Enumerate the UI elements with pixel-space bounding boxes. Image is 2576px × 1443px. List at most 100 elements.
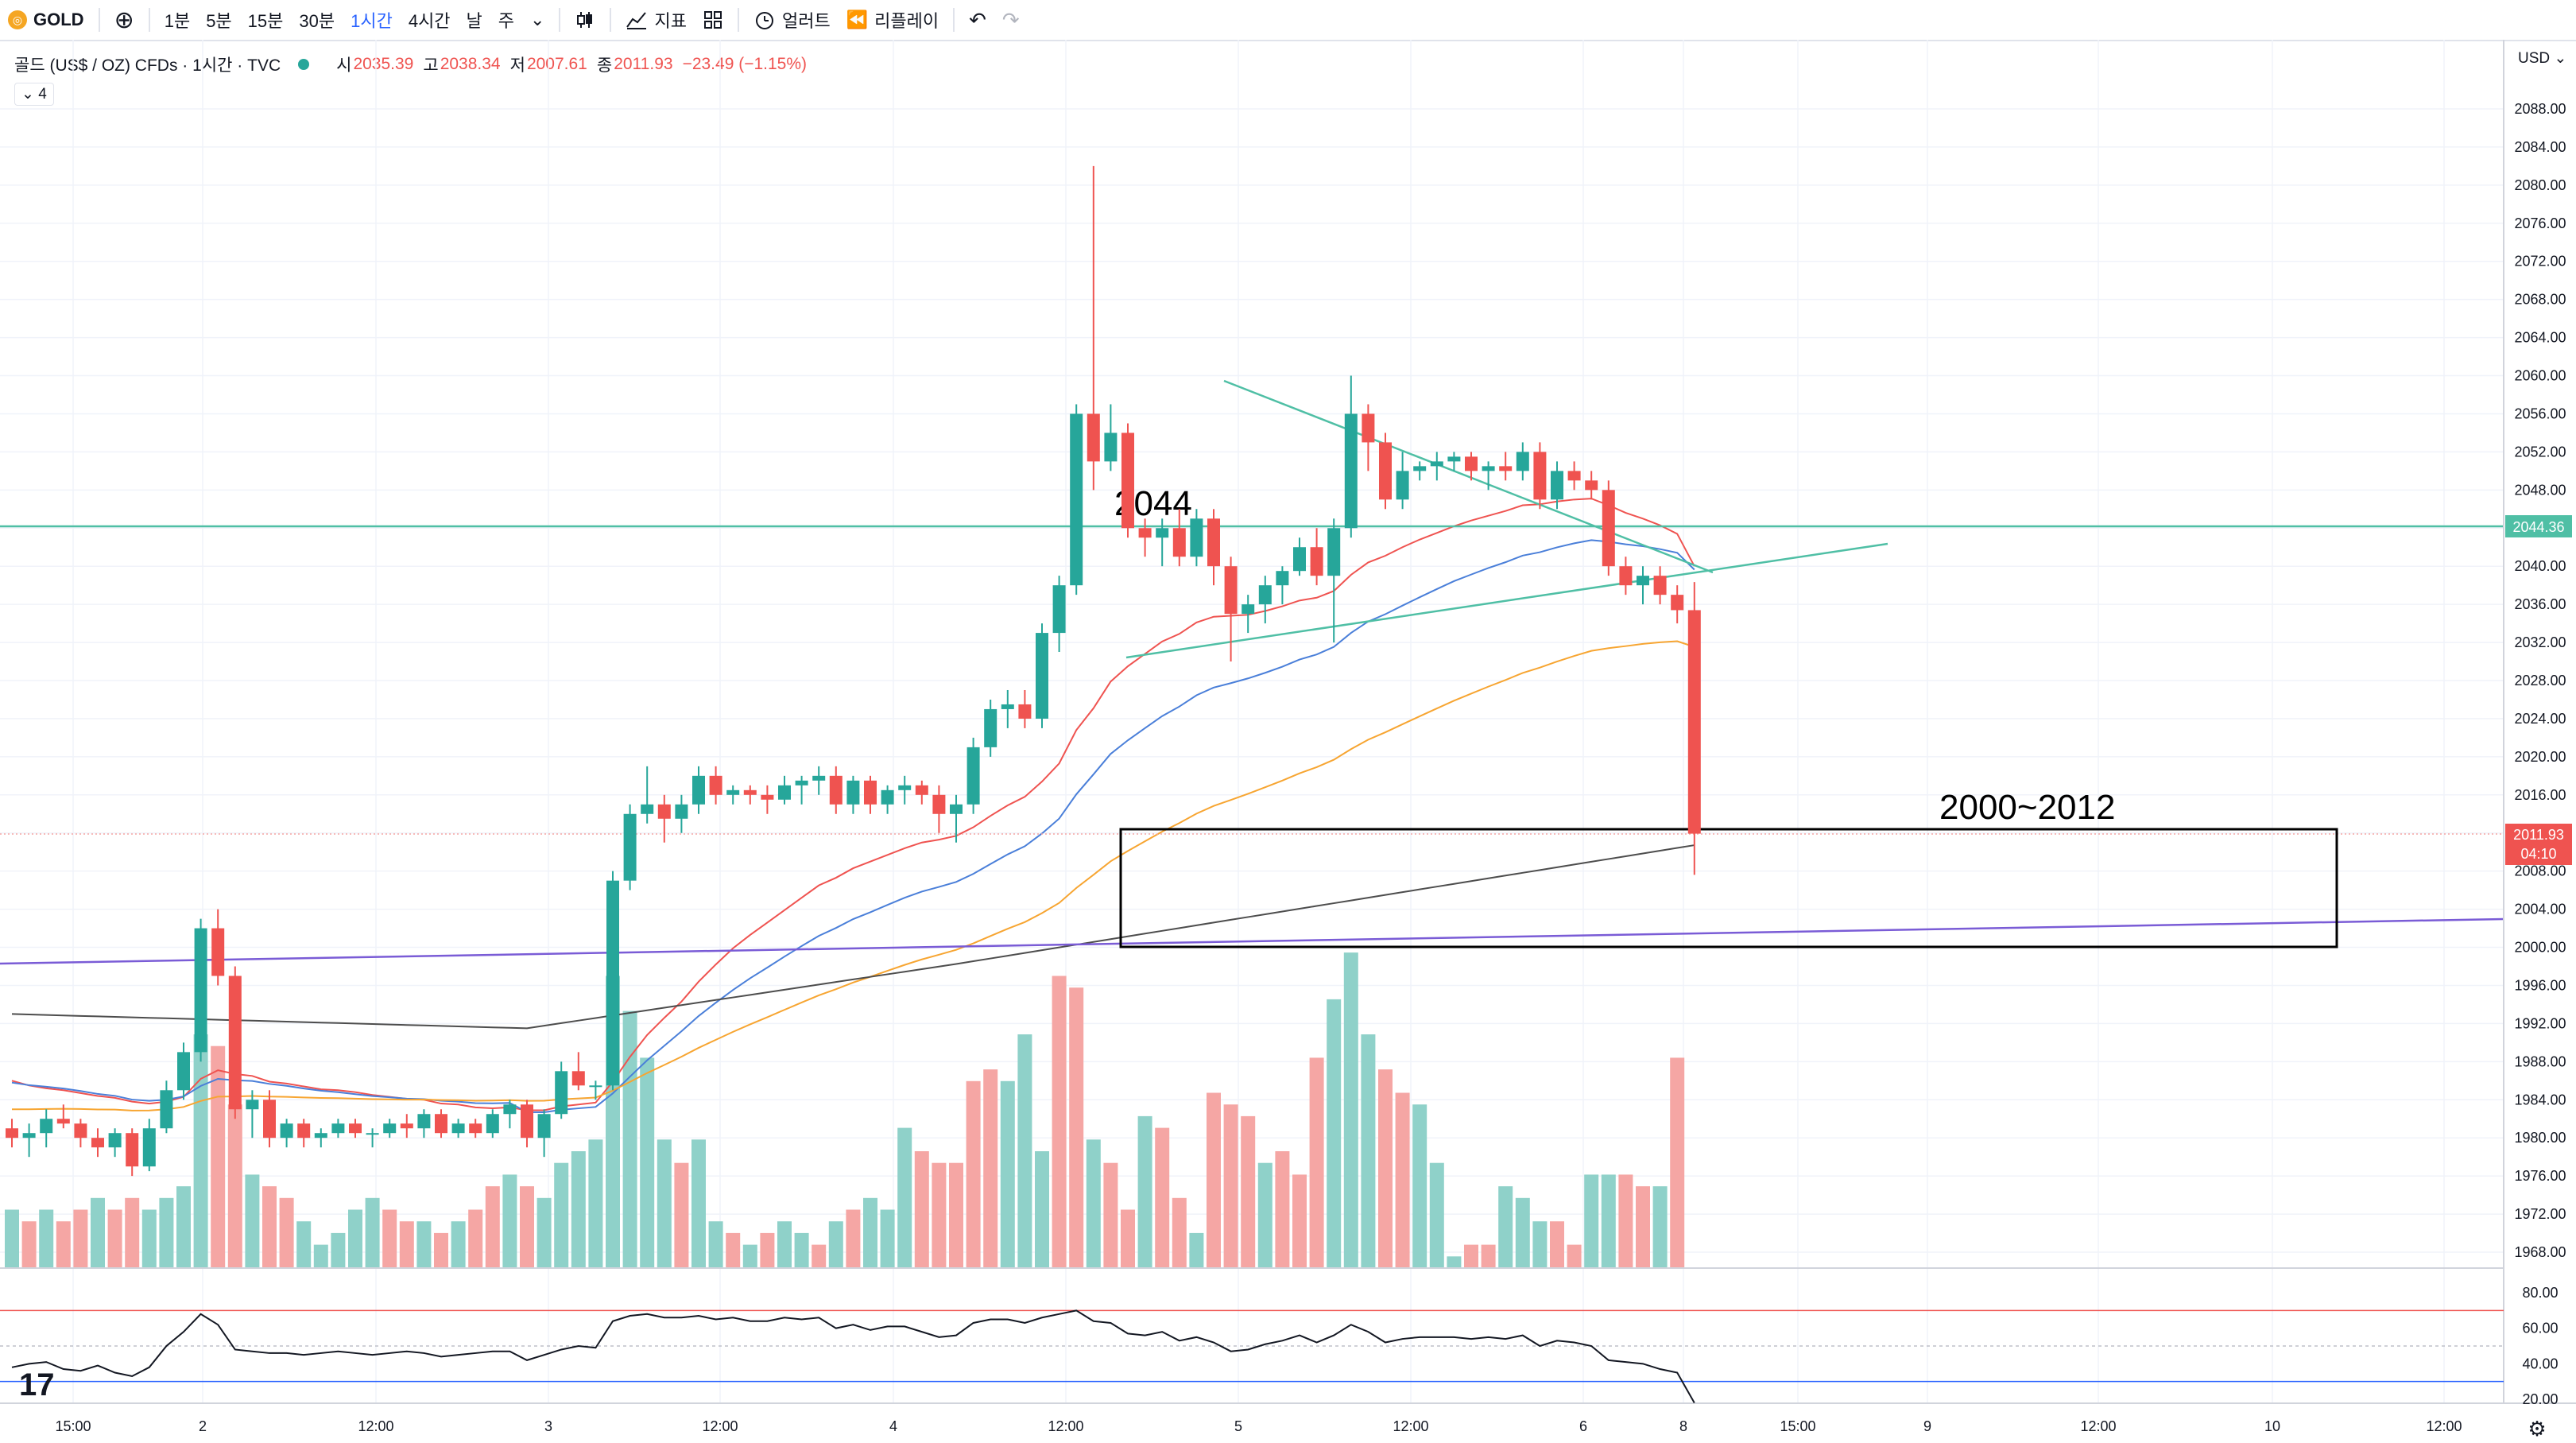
volume-bar (296, 1221, 312, 1268)
grid-layout-icon (703, 11, 722, 29)
candle-body (1310, 547, 1323, 576)
interval-1h[interactable]: 1시간 (351, 11, 393, 31)
time-tick-label: 12:00 (2080, 1418, 2116, 1434)
indicators-button[interactable]: 지표 (618, 0, 694, 40)
candle-body (915, 785, 928, 795)
price-tick-label: 2052.00 (2514, 444, 2566, 460)
volume-bar (39, 1209, 54, 1268)
candle-body (1104, 433, 1118, 462)
candle-body (606, 880, 619, 1086)
add-symbol-button[interactable]: ⊕ (114, 6, 134, 33)
interval-5m[interactable]: 5분 (206, 11, 232, 31)
candle-body (1156, 528, 1169, 538)
rsi-pane: 80.00 60.00 40.00 20.00 (0, 1285, 2559, 1407)
interval-1m[interactable]: 1분 (164, 11, 191, 31)
zone-annotation[interactable]: 2000~2012 (1939, 788, 2115, 827)
candle-body (1687, 610, 1701, 834)
candle-body (263, 1100, 276, 1138)
candle-body (126, 1133, 139, 1167)
candle-body (503, 1104, 517, 1115)
candle-body (571, 1071, 585, 1086)
price-tick-label: 2088.00 (2514, 101, 2566, 117)
volume-bar (1395, 1092, 1410, 1268)
volume-bar (331, 1232, 346, 1268)
price-tick-label: 1980.00 (2514, 1130, 2566, 1146)
volume-bar (674, 1162, 689, 1268)
separator (98, 8, 100, 32)
candle-body (40, 1119, 53, 1134)
price-tick-label: 2084.00 (2514, 139, 2566, 155)
candle-body (177, 1052, 190, 1091)
candle-body (6, 1128, 18, 1138)
candle-body (246, 1100, 259, 1110)
candle-body (142, 1128, 156, 1167)
candle-body (383, 1123, 397, 1134)
last-price-text: 2011.93 (2513, 827, 2564, 843)
time-tick-label: 15:00 (1780, 1418, 1815, 1434)
interval-30m[interactable]: 30분 (299, 11, 335, 31)
volume-bar (416, 1221, 432, 1268)
candle-body (74, 1123, 87, 1138)
price-tick-label: 2040.00 (2514, 558, 2566, 574)
support-zone-box[interactable] (1119, 828, 2338, 948)
volume-bar (485, 1186, 500, 1268)
volume-bar (1481, 1244, 1496, 1268)
candle-body (692, 775, 705, 805)
indicators-collapse-button[interactable]: ⌄ 4 (14, 83, 54, 106)
volume-bar (227, 1104, 242, 1268)
triangle-lower-line[interactable] (1125, 542, 1888, 659)
interval-15m[interactable]: 15분 (247, 11, 284, 31)
interval-dropdown-chevron-icon[interactable]: ⌄ (530, 10, 545, 29)
candle-type-button[interactable] (567, 0, 603, 40)
candle-body (812, 775, 826, 781)
price-axis[interactable]: 2088.00 2084.00 2080.00 2076.00 2072.00 2068.… (2514, 101, 2566, 1260)
volume-bar (382, 1209, 397, 1268)
undo-button[interactable]: ↶ (961, 0, 994, 40)
replay-button[interactable]: ⏪ 리플레이 (839, 0, 947, 40)
candle-body (1396, 471, 1409, 500)
time-tick-label: 4 (889, 1418, 897, 1434)
candle-body (1567, 471, 1581, 481)
time-axis[interactable]: 15:00 2 12:00 3 12:00 4 12:00 5 12:00 6 8 15:00 9 12:… (55, 1418, 2462, 1434)
candlesticks (6, 165, 1701, 1177)
volume-bar (211, 1045, 226, 1268)
candle-body (211, 928, 225, 976)
ema-slow-line (11, 640, 1695, 1111)
candle-body (1379, 442, 1392, 500)
separator (737, 8, 739, 32)
currency-label: USD (2518, 50, 2551, 67)
candle-body (1276, 571, 1289, 586)
candle-body (1293, 547, 1306, 572)
rsi-tick-label: 40.00 (2522, 1356, 2558, 1371)
price-tick-label: 1984.00 (2514, 1092, 2566, 1107)
volume-bar (880, 1209, 895, 1268)
volume-bar (91, 1197, 105, 1268)
replay-label: 리플레이 (874, 11, 939, 31)
redo-button[interactable]: ↷ (994, 0, 1028, 40)
interval-day[interactable]: 날 (466, 11, 482, 31)
interval-4h[interactable]: 4시간 (408, 11, 451, 31)
symbol-selector[interactable]: ◎ GOLD (0, 0, 92, 40)
candle-body (349, 1123, 362, 1134)
currency-selector[interactable]: USD ⌄ (2518, 50, 2567, 67)
triangle-upper-line[interactable] (1223, 379, 1714, 574)
volume-bar (1670, 1057, 1685, 1268)
layout-button[interactable] (695, 0, 731, 40)
candle-body (829, 775, 843, 805)
candle-body (1465, 456, 1478, 471)
long-trend-line[interactable] (0, 917, 2504, 965)
interval-week[interactable]: 주 (498, 11, 515, 31)
alert-button[interactable]: 얼러트 (746, 0, 839, 40)
volume-bar (846, 1209, 861, 1268)
legend-title: 골드 (US$ / OZ) CFDs · 1시간 · TVC (14, 56, 281, 75)
volume-bar (897, 1127, 912, 1268)
candle-body (366, 1133, 379, 1135)
candle-body (1258, 585, 1272, 605)
volume-bar (1618, 1174, 1633, 1268)
candle-body (657, 804, 671, 819)
volume-bar (537, 1197, 552, 1268)
price-chart[interactable]: 2044 2000~2012 80.00 60.00 40.00 20.00 2088… (0, 40, 2576, 1443)
volume-bar (313, 1244, 328, 1268)
settings-gear-icon[interactable]: ⚙ (2528, 1418, 2546, 1441)
volume-bar (5, 1209, 19, 1268)
